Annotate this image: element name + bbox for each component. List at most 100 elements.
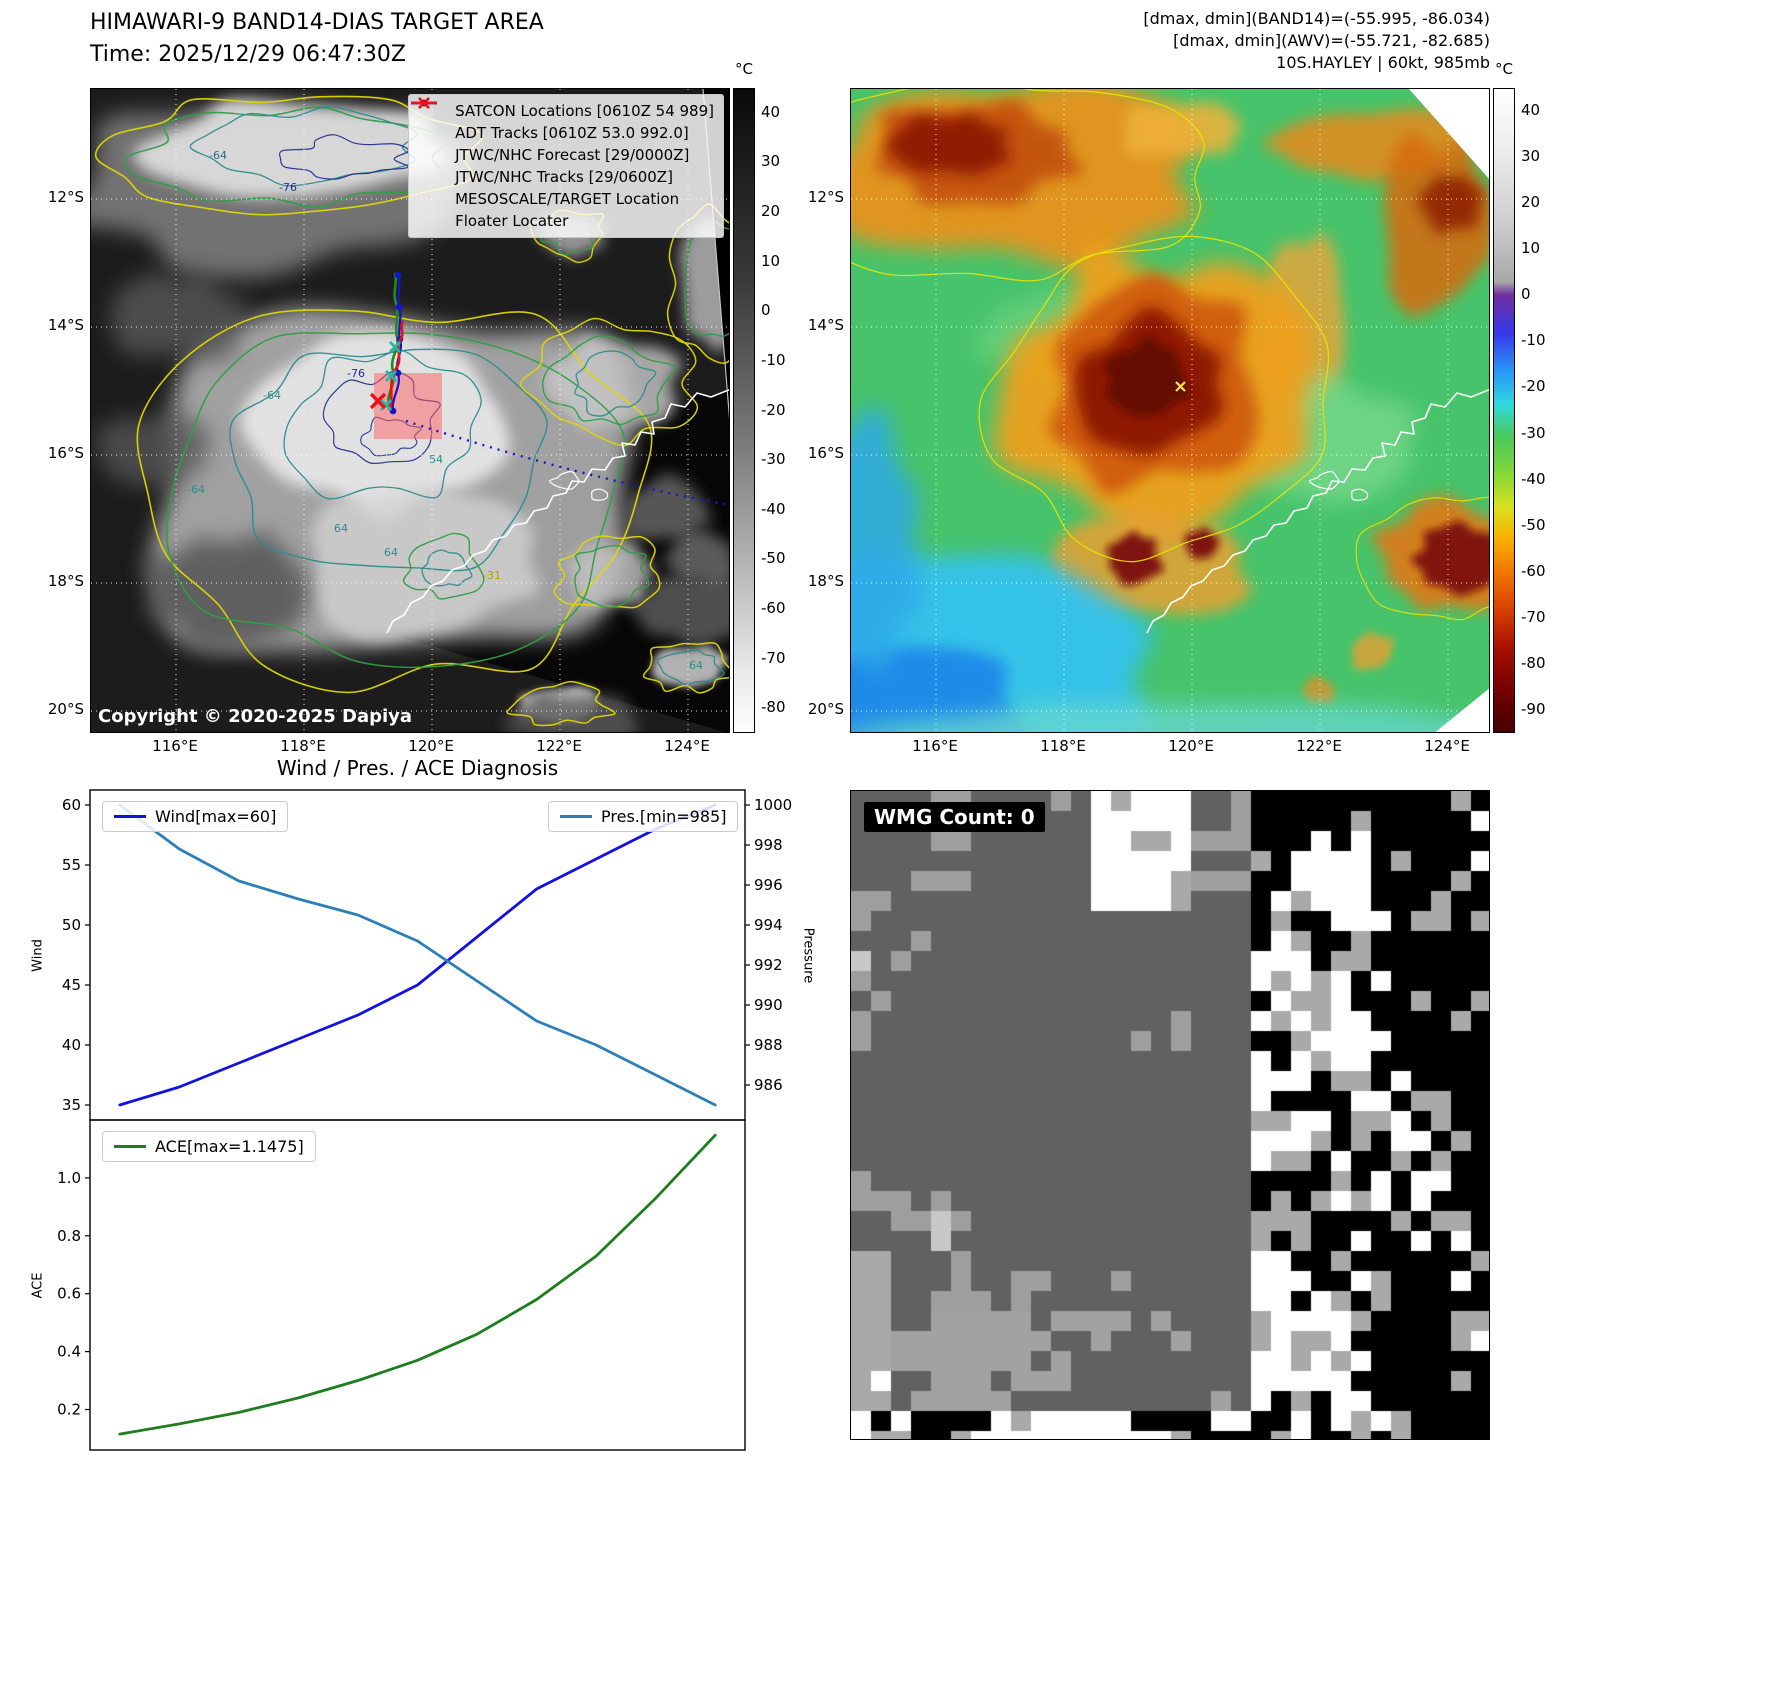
legend-label: JTWC/NHC Forecast [29/0000Z] bbox=[455, 146, 690, 164]
band14-colorbar-tick: -10 bbox=[761, 350, 786, 369]
y-tick-label: 988 bbox=[754, 1036, 783, 1054]
y-tick-label: 0.8 bbox=[57, 1227, 81, 1245]
contour-label: -64 bbox=[187, 483, 205, 496]
contour-label: -76 bbox=[347, 367, 365, 380]
band14-lon-tick: 116°E bbox=[152, 737, 198, 755]
contour-label: 64 bbox=[689, 659, 703, 672]
legend-item: Floater Locater bbox=[411, 101, 714, 232]
band14-colorbar-tick: -70 bbox=[761, 648, 786, 667]
band14-colorbar-tick: -60 bbox=[761, 598, 786, 617]
awv-colorbar-tick: 40 bbox=[1521, 101, 1541, 120]
legend-label: SATCON Locations [0610Z 54 989] bbox=[455, 102, 714, 120]
awv-map bbox=[850, 88, 1490, 733]
wind-legend: Wind[max=60] bbox=[102, 801, 289, 832]
band14-lat-tick: 14°S bbox=[47, 316, 84, 334]
band14-lat-tick: 20°S bbox=[47, 700, 84, 718]
band14-colorbar-tick: -20 bbox=[761, 400, 786, 419]
y-tick-label: 0.4 bbox=[57, 1343, 81, 1361]
y-tick-label: 35 bbox=[62, 1096, 81, 1114]
y-tick-label: 45 bbox=[62, 976, 81, 994]
awv-lon-tick: 122°E bbox=[1296, 737, 1342, 755]
dmax-dmin-awv-line: [dmax, dmin](AWV)=(-55.721, -82.685) bbox=[1173, 31, 1490, 50]
awv-colorbar-tick: 20 bbox=[1521, 193, 1541, 212]
legend-label: Floater Locater bbox=[455, 212, 569, 230]
band14-lon-tick: 120°E bbox=[408, 737, 454, 755]
contour-label: -31 bbox=[483, 569, 501, 582]
band14-lon-tick: 124°E bbox=[664, 737, 710, 755]
y-tick-label: 55 bbox=[62, 856, 81, 874]
band14-colorbar-tick: -50 bbox=[761, 549, 786, 568]
y-tick-label: 996 bbox=[754, 876, 783, 894]
awv-colorbar-tick: -50 bbox=[1521, 515, 1546, 534]
wind-pressure-chart: 35 40 45 50 55 60 986 988 990 992 994 996 998 1000 bbox=[62, 789, 792, 1121]
y-tick-label: 998 bbox=[754, 836, 783, 854]
legend-label: JTWC/NHC Tracks [29/0600Z] bbox=[455, 168, 673, 186]
band14-lat-tick: 18°S bbox=[47, 572, 84, 590]
contour-label: -64 bbox=[263, 389, 281, 402]
awv-map-image bbox=[851, 89, 1489, 732]
wmg-image bbox=[851, 791, 1489, 1439]
awv-colorbar-tick: -70 bbox=[1521, 607, 1546, 626]
y-tick-label: 0.2 bbox=[57, 1401, 81, 1419]
legend-item: JTWC/NHC Tracks [29/0600Z] bbox=[411, 99, 714, 188]
band14-colorbar-tick: 30 bbox=[761, 152, 781, 171]
awv-colorbar-unit: °C bbox=[1495, 60, 1513, 78]
band14-lat-tick: 16°S bbox=[47, 444, 84, 462]
awv-colorbar-tick: -60 bbox=[1521, 561, 1546, 580]
pressure-legend-label: Pres.[min=985] bbox=[601, 807, 727, 826]
pressure-axis-label: Pressure bbox=[800, 927, 816, 984]
band14-colorbar-tick: -80 bbox=[761, 698, 786, 717]
awv-lon-tick: 124°E bbox=[1424, 737, 1470, 755]
contour-label: 54 bbox=[429, 453, 443, 466]
series-line bbox=[118, 803, 717, 1107]
awv-lon-tick: 116°E bbox=[912, 737, 958, 755]
contour-label: -64 bbox=[209, 149, 227, 162]
wind-axis-label: Wind bbox=[30, 939, 46, 972]
y-tick-label: 40 bbox=[62, 1036, 81, 1054]
legend-item: ADT Tracks [0610Z 53.0 992.0] bbox=[411, 101, 714, 144]
awv-lat-tick: 14°S bbox=[807, 316, 844, 334]
awv-colorbar-tick: 30 bbox=[1521, 147, 1541, 166]
band14-colorbar-tick: -30 bbox=[761, 450, 786, 469]
band14-colorbar bbox=[733, 88, 755, 733]
y-tick-label: 994 bbox=[754, 916, 783, 934]
y-tick-label: 992 bbox=[754, 956, 783, 974]
wind-legend-line-icon bbox=[114, 815, 146, 818]
band14-title: HIMAWARI-9 BAND14-DIAS TARGET AREA bbox=[90, 10, 544, 35]
pressure-legend: Pres.[min=985] bbox=[548, 801, 739, 832]
ace-legend: ACE[max=1.1475] bbox=[102, 1131, 316, 1162]
series-line bbox=[118, 803, 717, 1107]
pressure-legend-line-icon bbox=[560, 815, 592, 818]
band14-lon-tick: 118°E bbox=[280, 737, 326, 755]
awv-lon-tick: 120°E bbox=[1168, 737, 1214, 755]
band14-map: -64 -76 -64 -76 -64 54 64 64 -31 64 SATCON Locati… bbox=[90, 88, 730, 733]
band14-colorbar-tick: 20 bbox=[761, 202, 781, 221]
legend-label: MESOSCALE/TARGET Location bbox=[455, 190, 680, 208]
awv-colorbar-tick: 0 bbox=[1521, 285, 1531, 304]
legend-item: SATCON Locations [0610Z 54 989] bbox=[418, 97, 714, 122]
awv-lat-tick: 18°S bbox=[807, 572, 844, 590]
wmg-panel: WMG Count: 0 bbox=[850, 790, 1490, 1440]
band14-colorbar-tick: -40 bbox=[761, 499, 786, 518]
dmax-dmin-band14-line: [dmax, dmin](BAND14)=(-55.995, -86.034) bbox=[1143, 9, 1490, 28]
awv-lon-tick: 118°E bbox=[1040, 737, 1086, 755]
band14-colorbar-tick: 0 bbox=[761, 301, 771, 320]
storm-id-line: 10S.HAYLEY | 60kt, 985mb bbox=[1276, 53, 1490, 72]
awv-colorbar bbox=[1493, 88, 1515, 733]
awv-colorbar-tick: -90 bbox=[1521, 699, 1546, 718]
y-tick-label: 50 bbox=[62, 916, 81, 934]
legend-item: MESOSCALE/TARGET Location bbox=[418, 97, 714, 210]
awv-colorbar-tick: -40 bbox=[1521, 469, 1546, 488]
awv-lat-tick: 20°S bbox=[807, 700, 844, 718]
band14-time: Time: 2025/12/29 06:47:30Z bbox=[90, 42, 406, 67]
awv-lat-tick: 16°S bbox=[807, 444, 844, 462]
awv-colorbar-tick: -20 bbox=[1521, 377, 1546, 396]
contour-label: 64 bbox=[334, 522, 348, 535]
contour-label: 64 bbox=[384, 546, 398, 559]
awv-colorbar-tick: 10 bbox=[1521, 239, 1541, 258]
awv-lat-tick: 12°S bbox=[807, 188, 844, 206]
band14-lat-tick: 12°S bbox=[47, 188, 84, 206]
awv-colorbar-tick: -30 bbox=[1521, 423, 1546, 442]
band14-lon-tick: 122°E bbox=[536, 737, 582, 755]
